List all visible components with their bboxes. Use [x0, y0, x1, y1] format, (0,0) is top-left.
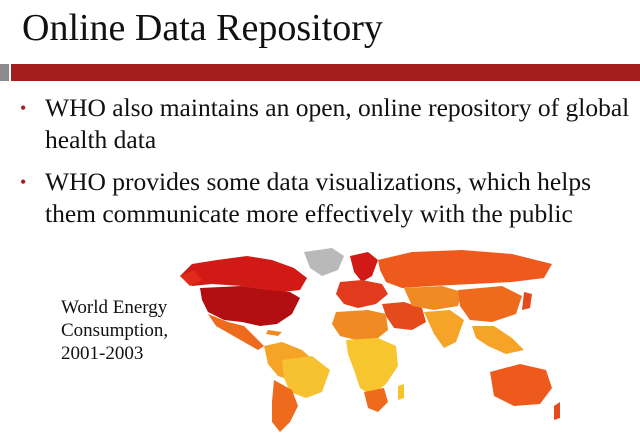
- title-bar-red: [11, 64, 640, 81]
- map-region-south-asia: [424, 310, 464, 348]
- map-region-southeast-asia: [472, 326, 524, 354]
- title-bar-gray: [0, 64, 9, 81]
- bullet-marker: •: [20, 98, 27, 118]
- bullet-marker: •: [20, 172, 27, 192]
- map-region-russia: [378, 250, 552, 288]
- slide-title: Online Data Repository: [22, 7, 383, 49]
- bullet-item: • WHO also maintains an open, online rep…: [18, 92, 636, 156]
- map-region-south-america-south: [272, 380, 298, 432]
- map-region-mexico: [208, 314, 264, 350]
- world-energy-map: [180, 248, 560, 432]
- map-region-greenland: [304, 248, 344, 276]
- map-region-brazil: [282, 356, 330, 398]
- map-region-caribbean: [266, 330, 282, 336]
- map-region-central-asia: [404, 286, 462, 310]
- map-region-central-africa: [346, 338, 398, 396]
- map-region-europe: [336, 280, 388, 308]
- map-caption: World Energy Consumption, 2001-2003: [61, 297, 169, 364]
- map-region-japan: [522, 292, 532, 310]
- bullet-item: • WHO provides some data visualizations,…: [18, 166, 636, 230]
- map-region-southern-africa: [364, 388, 388, 412]
- map-region-australia: [490, 364, 552, 406]
- map-region-middle-east: [382, 302, 426, 330]
- map-region-north-africa: [332, 310, 388, 340]
- bullet-text: WHO provides some data visualizations, w…: [45, 167, 592, 228]
- bullet-list: • WHO also maintains an open, online rep…: [18, 92, 636, 240]
- map-region-alaska: [180, 270, 202, 286]
- map-region-madagascar: [398, 384, 404, 400]
- map-region-usa: [200, 286, 300, 326]
- bullet-text: WHO also maintains an open, online repos…: [45, 93, 630, 154]
- map-region-new-zealand: [554, 402, 560, 420]
- map-region-scandinavia: [350, 252, 378, 282]
- map-region-canada: [180, 256, 307, 292]
- map-region-china: [458, 286, 522, 322]
